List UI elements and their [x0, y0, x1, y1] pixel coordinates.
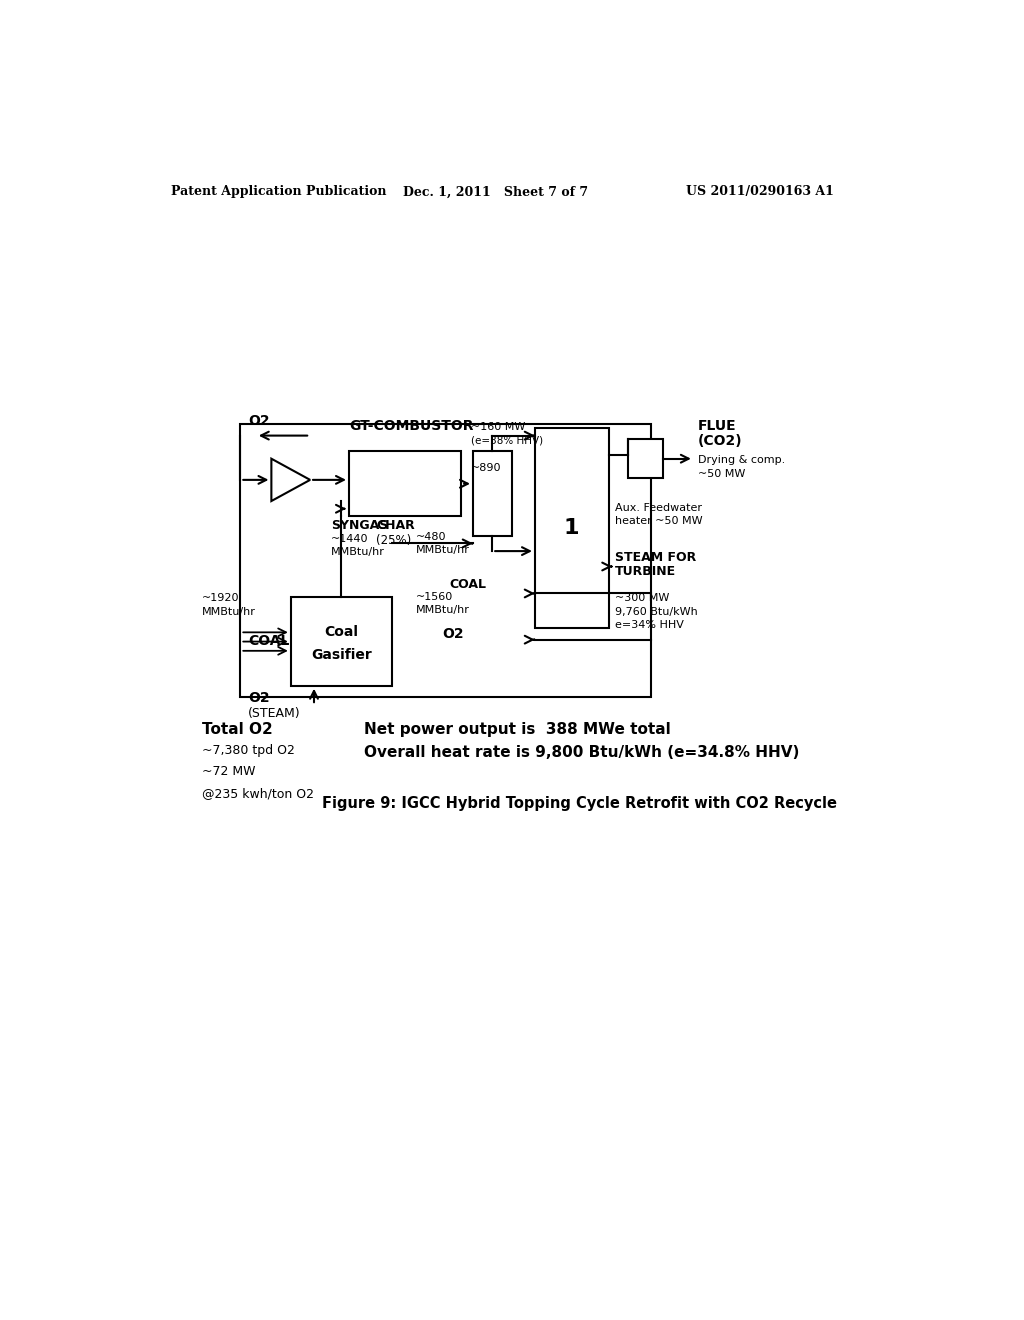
- Text: 9,760 Btu/kWh: 9,760 Btu/kWh: [614, 607, 697, 616]
- Text: O2: O2: [248, 414, 269, 428]
- Text: MMBtu/hr: MMBtu/hr: [331, 548, 385, 557]
- Text: Dec. 1, 2011   Sheet 7 of 7: Dec. 1, 2011 Sheet 7 of 7: [403, 185, 588, 198]
- Bar: [349, 451, 461, 516]
- Text: MMBtu/hr: MMBtu/hr: [202, 607, 256, 616]
- Text: ~72 MW: ~72 MW: [202, 766, 255, 779]
- Text: (CO2): (CO2): [697, 434, 742, 447]
- Text: ~890: ~890: [471, 462, 501, 473]
- Text: 1: 1: [564, 517, 580, 539]
- Text: COAL: COAL: [450, 578, 486, 591]
- Text: Net power output is  388 MWe total: Net power output is 388 MWe total: [365, 722, 671, 737]
- Text: ~160 MW: ~160 MW: [471, 422, 525, 432]
- Text: O2: O2: [442, 627, 464, 640]
- Text: Coal: Coal: [325, 626, 358, 639]
- Text: (STEAM): (STEAM): [248, 706, 301, 719]
- Bar: [535, 428, 608, 628]
- Text: e=34% HHV: e=34% HHV: [614, 619, 684, 630]
- Bar: [291, 598, 391, 686]
- Text: Total O2: Total O2: [202, 722, 272, 737]
- Text: O2: O2: [248, 692, 269, 705]
- Text: Drying & comp.: Drying & comp.: [697, 455, 784, 465]
- Text: CHAR: CHAR: [376, 519, 415, 532]
- Text: Figure 9: IGCC Hybrid Topping Cycle Retrofit with CO2 Recycle: Figure 9: IGCC Hybrid Topping Cycle Retr…: [322, 796, 837, 810]
- Text: ~1560: ~1560: [417, 591, 454, 602]
- Text: TURBINE: TURBINE: [614, 565, 676, 578]
- Text: FLUE: FLUE: [697, 418, 736, 433]
- Text: ~50 MW: ~50 MW: [697, 469, 745, 479]
- Text: ~1440: ~1440: [331, 535, 369, 544]
- Text: MMBtu/hr: MMBtu/hr: [417, 605, 470, 615]
- Bar: [241, 424, 651, 697]
- Text: Aux. Feedwater: Aux. Feedwater: [614, 503, 701, 513]
- Text: ~1920: ~1920: [202, 594, 240, 603]
- Text: Overall heat rate is 9,800 Btu/kWh (e=34.8% HHV): Overall heat rate is 9,800 Btu/kWh (e=34…: [365, 744, 800, 760]
- Text: ~300 MW: ~300 MW: [614, 594, 669, 603]
- Text: STEAM FOR: STEAM FOR: [614, 552, 696, 564]
- Text: Gasifier: Gasifier: [310, 648, 372, 663]
- Text: ~480: ~480: [417, 532, 446, 541]
- Text: Patent Application Publication: Patent Application Publication: [171, 185, 386, 198]
- Text: heater ~50 MW: heater ~50 MW: [614, 516, 702, 527]
- Text: (25%): (25%): [376, 535, 412, 548]
- Text: GT-COMBUSTOR: GT-COMBUSTOR: [349, 418, 473, 433]
- Text: (e=38% HHV): (e=38% HHV): [471, 436, 543, 446]
- Text: US 2011/0290163 A1: US 2011/0290163 A1: [686, 185, 834, 198]
- Bar: [473, 451, 512, 536]
- Text: @235 kwh/ton O2: @235 kwh/ton O2: [202, 787, 313, 800]
- Text: ~7,380 tpd O2: ~7,380 tpd O2: [202, 743, 295, 756]
- Text: SYNGAS: SYNGAS: [331, 519, 388, 532]
- Bar: [628, 440, 663, 478]
- Text: COAL: COAL: [248, 635, 290, 648]
- Text: MMBtu/hr: MMBtu/hr: [417, 545, 470, 554]
